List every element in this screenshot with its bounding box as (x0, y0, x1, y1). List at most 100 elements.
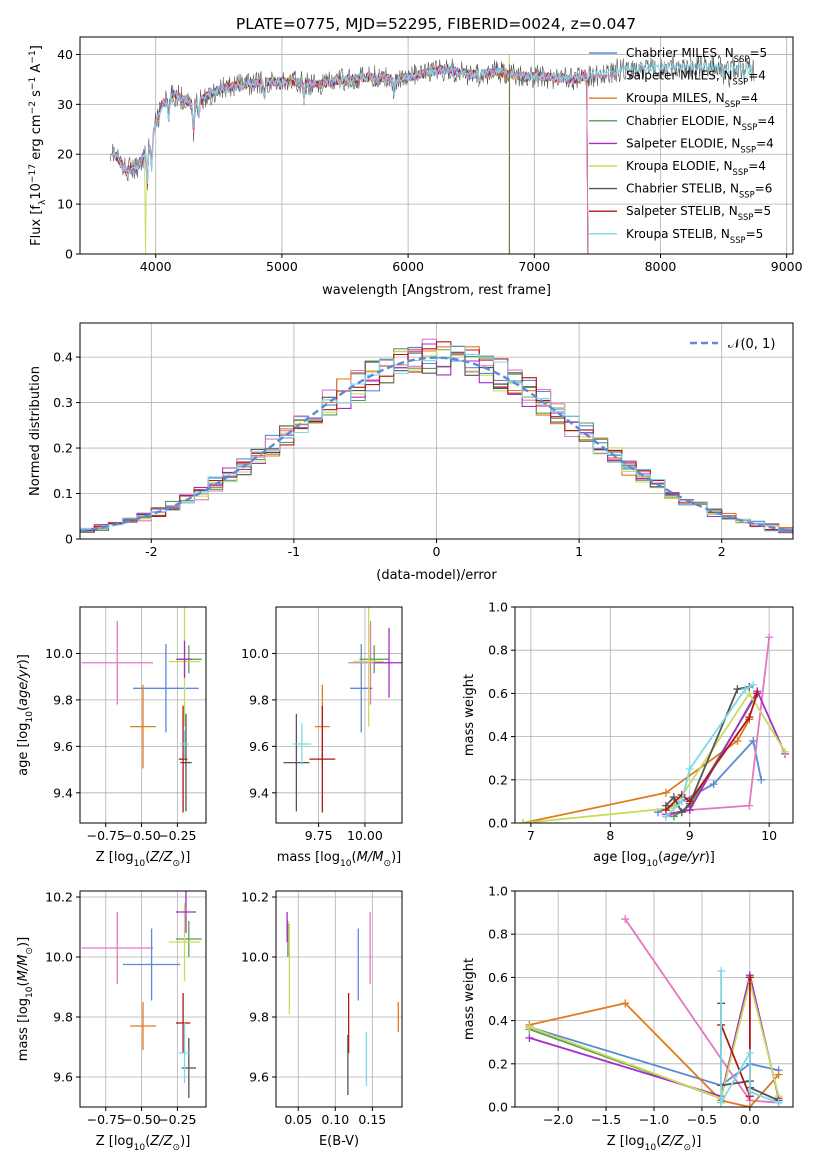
spectrum-xtick-label-0: 4000 (140, 259, 172, 274)
residuals-ytick-label-2: 0.2 (53, 441, 73, 456)
age-vs-mass-ytick-label-0: 9.4 (249, 785, 269, 800)
residuals-ytick-label-4: 0.4 (53, 350, 73, 365)
age-vs-mass-xlabel-part-0: mass [log (277, 850, 340, 865)
spectrum-legend-label-4: Salpeter ELODIE, NSSP=4 (626, 136, 774, 154)
weight-vs-z-marker-kroupa_stelib-4 (774, 1098, 783, 1107)
age-vs-mass-frame (275, 606, 403, 824)
weight-vs-age-xlabel-part-4: )] (705, 850, 715, 865)
weight-vs-z-xtick-label-4: 0.0 (740, 1112, 760, 1127)
mass-vs-z-point-chabrier_elodie (175, 921, 202, 957)
spectrum-legend-label-8-part-2: =5 (746, 227, 764, 241)
age-vs-mass-xlabel-part-3: M/M (357, 850, 384, 865)
weight-vs-z-marker-salpeter_miles-0 (621, 915, 630, 924)
spectrum-legend-label-5-part-1: SSP (733, 167, 749, 177)
spectrum-ylabel: Flux [fλ10−17 erg cm−2 s−1 A−1] (28, 45, 48, 246)
mass-vs-z-ytick-label-0: 9.6 (53, 1070, 73, 1085)
weight-vs-age-ytick-label-4: 0.8 (488, 643, 508, 658)
spectrum-ytick-label-3: 30 (57, 97, 73, 112)
weight-vs-age-ytick-label-2: 0.4 (488, 729, 508, 744)
age-vs-z-point-kroupa_miles (130, 684, 156, 769)
mass-vs-z-point-kroupa_miles (130, 1002, 156, 1050)
weight-vs-z-marker-kroupa_stelib-2 (745, 1049, 754, 1057)
age-vs-z-point-kroupa_stelib (180, 730, 189, 758)
mass-vs-z-point-salpeter_miles (81, 912, 154, 984)
weight-vs-age-marker-kroupa_stelib-0 (661, 812, 670, 821)
weight-vs-z-xlabel-part-2: ( (656, 1134, 661, 1149)
mass-vs-z-ylabel-part-5: )] (16, 937, 31, 947)
residuals-ylabel: Normed distribution (28, 366, 43, 496)
residuals-frame (79, 322, 794, 540)
weight-vs-age-ylabel: mass weight (462, 674, 477, 756)
spectrum-legend-label-4-part-1: SSP (740, 144, 756, 154)
weight-vs-age-marker-salpeter_stelib-4 (753, 689, 762, 698)
weight-vs-z-ytick-label-0: 0.0 (488, 1100, 508, 1115)
age-vs-mass-ytick-label-1: 9.6 (249, 739, 269, 754)
weight-vs-z-xlabel-part-4: ⊙ (684, 1143, 692, 1153)
residuals-xtick-label-1: -1 (288, 544, 300, 559)
weight-vs-z-marker-kroupa_miles-3 (745, 1103, 754, 1107)
weight-vs-z-plot-area (525, 915, 783, 1107)
mass-vs-ebv-xtick-label-1: 0.10 (321, 1112, 349, 1127)
spectrum-legend-label-5: Kroupa ELODIE, NSSP=4 (626, 159, 766, 177)
age-vs-z-xtick-label-2: −0.25 (158, 828, 196, 843)
spectrum-legend-label-8-part-0: Kroupa STELIB, N (626, 227, 730, 241)
weight-vs-age-marker-kroupa_miles-1 (661, 788, 670, 797)
age-vs-mass-point-salpeter_elodie (374, 627, 402, 698)
spectrum-legend: Chabrier MILES, N SSP =5 Salpeter MILES, N S… (589, 46, 775, 245)
spectrum-ytick-label-1: 10 (57, 197, 73, 212)
mass-vs-ebv-ytick-label-0: 9.6 (249, 1070, 269, 1085)
age-vs-mass-xlabel: mass [log10(M/M⊙)] (277, 850, 401, 869)
age-vs-z-xlabel-part-5: )] (180, 850, 190, 865)
mass-vs-ebv-xtick-label-0: 0.05 (284, 1112, 312, 1127)
weight-vs-z-line-chabrier_miles (529, 1026, 779, 1087)
spectrum-ylabel-part-6: s (29, 90, 44, 101)
age-vs-z-xlabel: Z [log10(Z/Z⊙)] (96, 850, 191, 869)
age-vs-z-ytick-label-0: 9.4 (53, 785, 73, 800)
spectrum-legend-label-2-part-2: =4 (740, 91, 758, 105)
spectrum-legend-label-6: Chabrier STELIB, NSSP=6 (626, 182, 772, 200)
mass-vs-z-point-chabrier_miles (122, 928, 181, 1001)
weight-vs-z-marker-salpeter_stelib-2 (745, 973, 754, 982)
weight-vs-z-marker-salpeter_elodie-0 (525, 1033, 534, 1042)
weight-vs-age-xlabel-part-3: age/yr (663, 850, 706, 865)
spectrum-xtick-label-4: 8000 (645, 259, 677, 274)
spectrum-xtick-label-1: 5000 (266, 259, 298, 274)
spectrum-ylabel-part-5: −2 (28, 101, 38, 114)
spectrum-xtick-label-5: 9000 (771, 259, 803, 274)
spectrum-legend-label-1-part-0: Salpeter MILES, N (626, 69, 733, 83)
weight-vs-z-xlabel-part-3: Z/Z (660, 1134, 684, 1149)
residuals-legend-label: 𝒩(0, 1) (728, 337, 775, 352)
weight-vs-age-xtick-label-2: 9 (686, 828, 694, 843)
mass-vs-z-xlabel-part-5: )] (180, 1134, 190, 1149)
spectrum-series-salpeter_miles (111, 66, 589, 254)
weight-vs-age-plot-area (518, 633, 790, 823)
age-vs-z-ylabel-part-2: ( (16, 706, 31, 711)
spectrum-ylabel-part-8: A (29, 64, 44, 77)
weight-vs-age-xlabel-part-0: age [log (593, 850, 646, 865)
mass-vs-ebv-xtick-label-2: 0.15 (358, 1112, 386, 1127)
age-vs-mass-plot-area (283, 607, 402, 813)
weight-vs-z-xlabel-part-0: Z [log (607, 1134, 645, 1149)
weight-vs-age-marker-chabrier_stelib-1 (669, 793, 678, 802)
weight-vs-z-xlabel-part-1: 10 (645, 1143, 657, 1153)
mass-vs-ebv: 0.05 0.10 0.15 9.6 9.8 10.0 10.2 E(B-V) (241, 890, 403, 1149)
weight-vs-age-marker-kroupa_stelib-3 (741, 685, 750, 694)
mass-vs-z-ylabel-part-3: M/M (16, 955, 31, 982)
age-vs-z-xlabel-part-4: ⊙ (173, 859, 181, 869)
weight-vs-age-marker-kroupa_miles-2 (733, 736, 742, 745)
weight-vs-age-marker-salpeter_miles-3 (765, 633, 774, 642)
spectrum-legend-label-0-part-0: Chabrier MILES, N (626, 46, 734, 60)
age-vs-z-xlabel-part-1: 10 (134, 859, 146, 869)
residuals-ytick-label-3: 0.3 (53, 395, 73, 410)
age-vs-mass-xlabel-part-5: )] (391, 850, 401, 865)
age-vs-z-point-salpeter_elodie (177, 640, 192, 678)
spectrum-ylabel-part-9: −1 (28, 50, 38, 63)
age-vs-z-xtick-label-1: −0.50 (122, 828, 160, 843)
weight-vs-age-marker-kroupa_elodie-3 (781, 747, 790, 756)
mass-vs-z-ytick-label-2: 10.0 (45, 950, 73, 965)
spectrum-ylabel-part-4: erg cm (29, 114, 44, 163)
mass-vs-z-ylabel: mass [log10(M/M⊙)] (16, 937, 35, 1061)
residuals-normal-curve (80, 356, 793, 533)
